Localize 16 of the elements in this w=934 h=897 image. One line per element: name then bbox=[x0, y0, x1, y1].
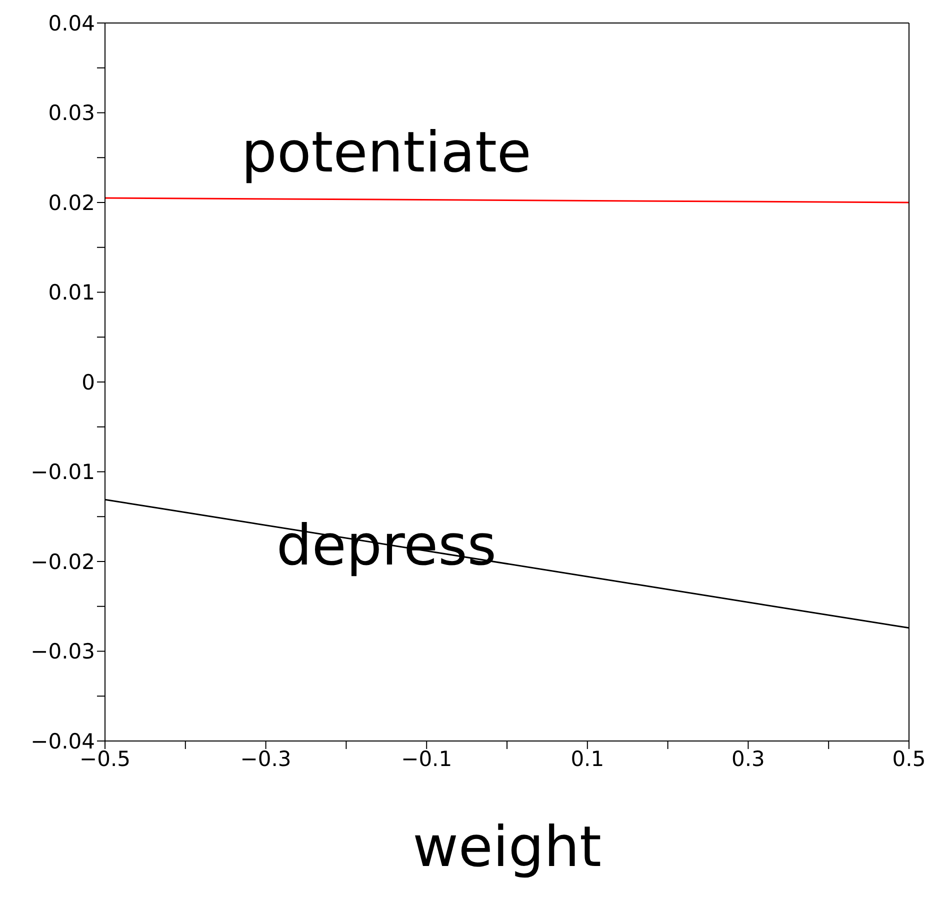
y-tick-label: 0.04 bbox=[48, 11, 95, 36]
y-tick-label: 0 bbox=[82, 370, 95, 394]
y-tick-label: 0.02 bbox=[48, 190, 95, 215]
x-tick-label: 0.5 bbox=[892, 746, 926, 771]
x-tick-label: −0.3 bbox=[240, 746, 292, 771]
x-tick-label: 0.3 bbox=[731, 746, 765, 771]
y-tick-label: 0.01 bbox=[48, 280, 95, 305]
y-tick-label: −0.04 bbox=[30, 729, 95, 754]
y-tick-label: −0.01 bbox=[30, 460, 95, 484]
x-tick-label: −0.1 bbox=[401, 746, 452, 771]
y-tick-label: 0.03 bbox=[48, 101, 95, 126]
y-tick-label: −0.03 bbox=[30, 640, 95, 664]
x-axis-title: weight bbox=[412, 815, 602, 880]
x-tick-label: 0.1 bbox=[570, 746, 604, 771]
y-tick-label: −0.02 bbox=[30, 550, 95, 574]
series-label: potentiate bbox=[241, 120, 532, 186]
